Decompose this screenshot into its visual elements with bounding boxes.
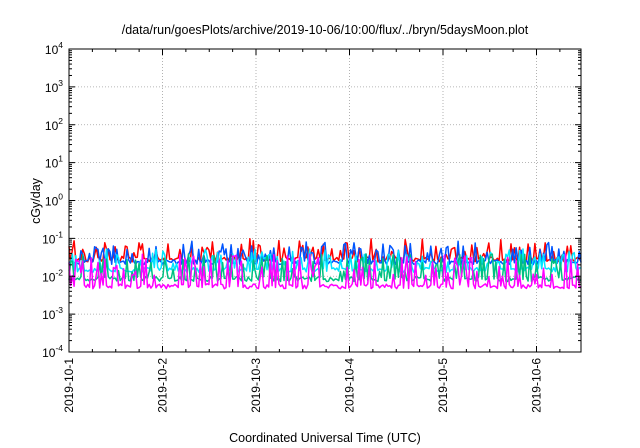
y-tick-label: 102 <box>45 116 63 133</box>
grid <box>69 49 581 352</box>
x-axis-label: Coordinated Universal Time (UTC) <box>229 431 421 445</box>
y-tick-label: 100 <box>45 192 63 209</box>
y-tick-label: 10-3 <box>42 305 63 322</box>
chart-title: /data/run/goesPlots/archive/2019-10-06/1… <box>122 23 529 37</box>
x-tick-label: 2019-10-5 <box>436 358 450 413</box>
series-line <box>68 253 582 290</box>
y-tick-label: 10-2 <box>42 267 63 284</box>
x-tick-label: 2019-10-1 <box>62 358 76 413</box>
y-tick-label: 103 <box>45 78 63 95</box>
axis-ticks <box>68 48 581 353</box>
y-tick-label: 10-4 <box>42 343 63 360</box>
x-tick-label: 2019-10-4 <box>343 358 357 413</box>
tick-labels: 10-4 10-3 10-2 10-1 100 101 102 103 104 2019-10-1… <box>42 40 543 413</box>
x-tick-label: 2019-10-6 <box>530 358 544 413</box>
y-tick-label: 104 <box>45 40 63 57</box>
x-tick-label: 2019-10-2 <box>156 358 170 413</box>
y-tick-label: 101 <box>45 154 63 171</box>
x-tick-label: 2019-10-3 <box>249 358 263 413</box>
y-tick-label: 10-1 <box>42 229 63 246</box>
series-group <box>68 238 582 290</box>
y-axis-label: cGy/day <box>29 177 43 224</box>
